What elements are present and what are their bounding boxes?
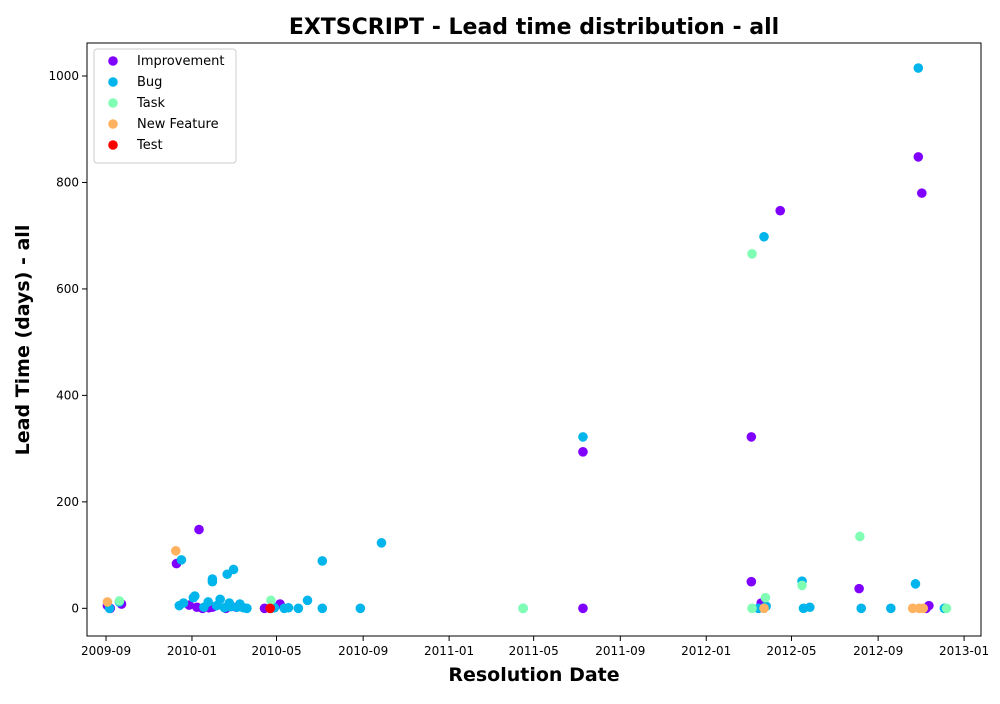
legend-marker-new-feature xyxy=(108,119,118,129)
improvement-point xyxy=(854,583,864,594)
x-tick-label: 2012-01 xyxy=(681,644,731,658)
bug-point xyxy=(189,591,200,601)
legend-box xyxy=(93,48,237,164)
y-tick-label: 0 xyxy=(71,601,79,615)
bug-point xyxy=(355,603,366,614)
task-point xyxy=(941,603,952,614)
improvement-point xyxy=(194,524,204,535)
improvement-point xyxy=(917,188,927,198)
task-point xyxy=(760,592,771,603)
bug-point xyxy=(203,597,213,607)
bug-point xyxy=(578,432,588,442)
improvement-point xyxy=(746,576,757,587)
bug-point xyxy=(242,603,252,614)
task-point xyxy=(518,603,528,614)
task-point xyxy=(266,595,276,606)
x-tick-label: 2010-05 xyxy=(251,644,301,658)
bug-point xyxy=(283,602,294,613)
legend-label-task: Task xyxy=(136,96,166,111)
bug-point xyxy=(913,63,924,73)
plot-area: 2009-09 2010-01 2010-05 2010-09 2011-01 2011-… xyxy=(48,63,989,658)
legend-label-improvement: Improvement xyxy=(137,54,224,69)
bug-point xyxy=(856,603,867,614)
x-tick-label: 2013-01 xyxy=(939,644,989,658)
legend: Improvement Bug Task New Feature Test xyxy=(93,48,237,164)
legend-label-bug: Bug xyxy=(137,75,162,90)
bug-point xyxy=(228,564,239,575)
bug-point xyxy=(317,556,328,566)
task-point xyxy=(855,531,865,542)
new-feature-point xyxy=(102,597,113,607)
bug-point xyxy=(805,602,815,613)
bug-point xyxy=(886,603,896,614)
legend-marker-test xyxy=(108,140,118,150)
improvement-point xyxy=(913,152,924,162)
improvement-point xyxy=(746,432,757,442)
test-point xyxy=(265,603,275,614)
bug-point xyxy=(293,603,304,614)
improvement-point xyxy=(578,603,588,614)
chart-title: EXTSCRIPT - Lead time distribution - all xyxy=(289,15,779,40)
legend-label-test: Test xyxy=(136,138,163,153)
bug-point xyxy=(302,595,313,606)
y-tick-label: 400 xyxy=(56,388,79,402)
x-axis-label: Resolution Date xyxy=(448,664,619,686)
x-tick-label: 2012-09 xyxy=(853,644,903,658)
y-tick-label: 1000 xyxy=(48,69,79,83)
plot-frame xyxy=(86,42,982,637)
new-feature-point xyxy=(759,603,769,614)
task-point xyxy=(114,596,125,606)
x-tick-label: 2011-01 xyxy=(424,644,474,658)
x-tick-label: 2010-01 xyxy=(167,644,217,658)
y-tick-label: 600 xyxy=(56,282,79,296)
improvement-point xyxy=(775,205,786,216)
task-point xyxy=(747,248,757,259)
new-feature-point xyxy=(170,546,181,556)
x-tick-label: 2009-09 xyxy=(81,644,131,658)
bug-point xyxy=(215,594,225,605)
improvement-point xyxy=(578,447,588,457)
bug-point xyxy=(759,231,769,242)
task-point xyxy=(747,603,757,614)
bug-point xyxy=(207,576,218,587)
y-tick-label: 200 xyxy=(56,495,79,509)
bug-point xyxy=(317,603,328,614)
legend-label-new-feature: New Feature xyxy=(137,117,219,132)
x-tick-label: 2011-09 xyxy=(595,644,645,658)
bug-point xyxy=(178,598,189,608)
x-tick-label: 2010-09 xyxy=(338,644,388,658)
x-tick-label: 2012-05 xyxy=(766,644,816,658)
legend-marker-bug xyxy=(108,77,118,87)
bug-point xyxy=(176,555,187,565)
new-feature-point xyxy=(918,603,929,614)
bug-point xyxy=(910,579,921,589)
y-axis-label: Lead Time (days) - all xyxy=(12,225,34,456)
task-point xyxy=(797,580,807,591)
legend-marker-task xyxy=(108,98,118,108)
legend-marker-improvement xyxy=(108,56,118,66)
bug-point xyxy=(376,538,387,548)
y-tick-label: 800 xyxy=(56,175,79,189)
x-tick-label: 2011-05 xyxy=(509,644,559,658)
